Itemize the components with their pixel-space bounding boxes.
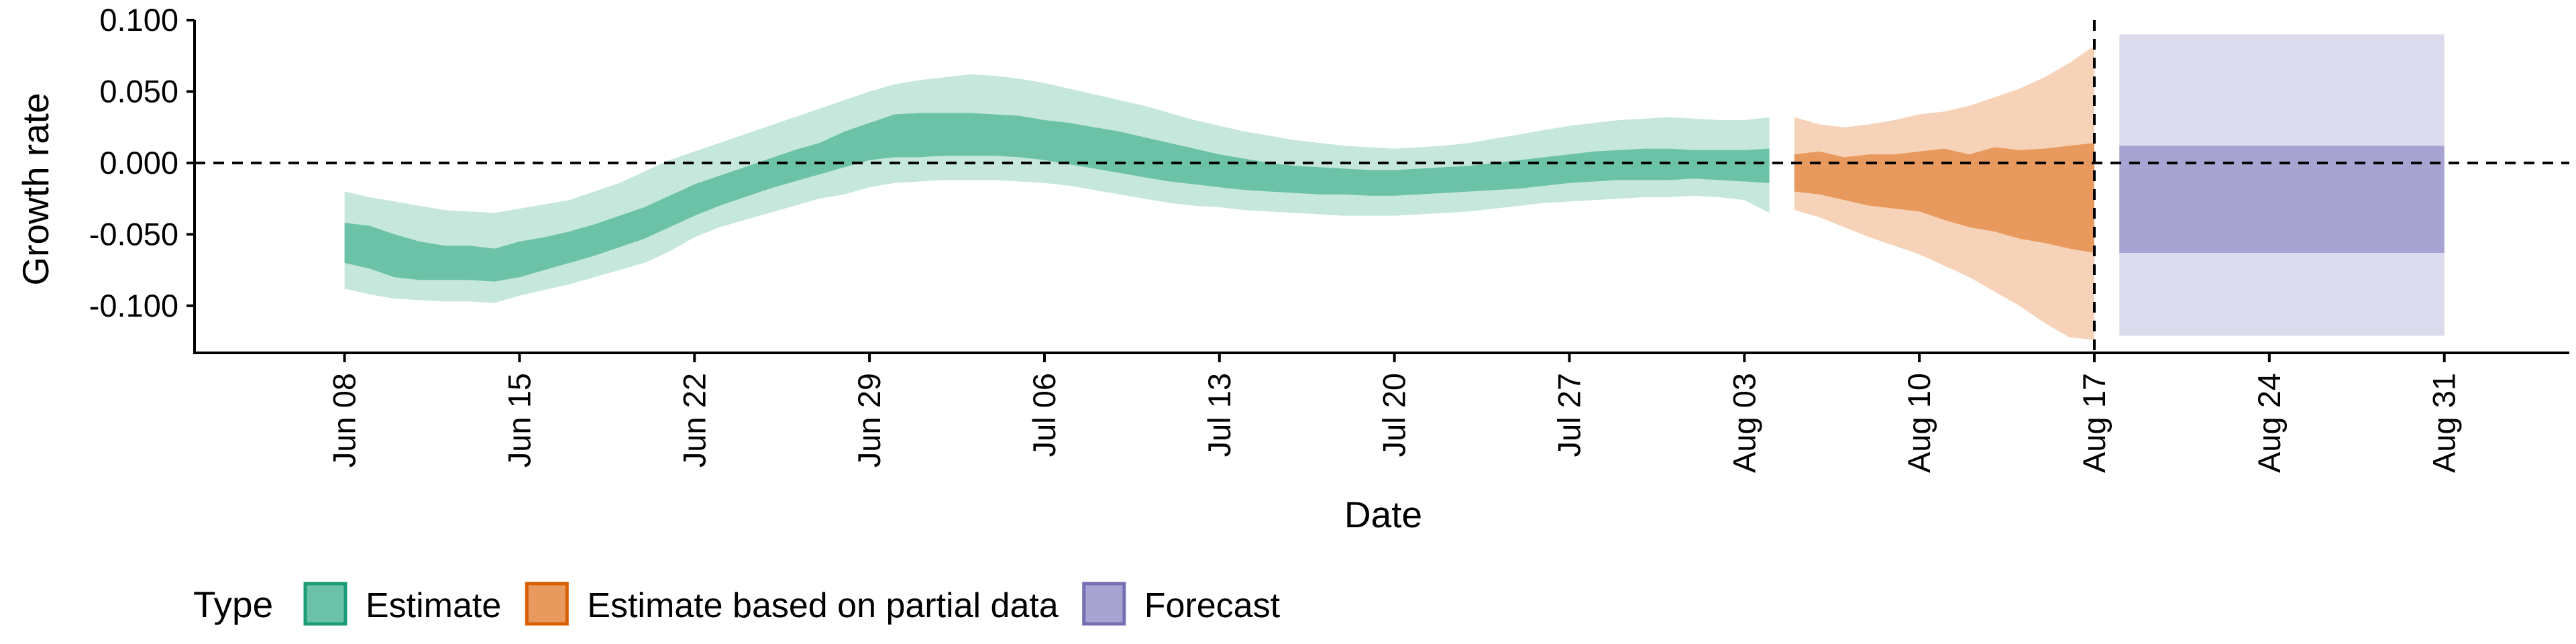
estimate-based-on-partial-data-inner-band	[1794, 143, 2094, 253]
estimate-outer-band	[344, 74, 1770, 303]
x-tick-label: Jul 20	[1377, 373, 1412, 457]
legend: Type Estimate Estimate based on partial d…	[193, 582, 1281, 626]
y-tick-label: 0.000	[99, 145, 178, 180]
legend-swatch-forecast	[1082, 582, 1126, 626]
x-ticks: Jun 08 Jun 15 Jun 22 Jun 29 Jul 06 Jul 13 Jul …	[327, 353, 2462, 473]
y-tick-label: -0.100	[89, 288, 178, 323]
x-tick-label: Aug 03	[1726, 373, 1762, 473]
estimate-inner-band	[344, 113, 1770, 282]
legend-label-forecast: Forecast	[1144, 586, 1281, 625]
y-ticks: 0.100 0.050 0.000 -0.050 -0.100	[89, 2, 195, 323]
y-tick-label: 0.100	[99, 2, 178, 38]
x-tick-label: Jul 06	[1026, 373, 1062, 457]
legend-label-estimate-based-on-partial-data: Estimate based on partial data	[587, 586, 1059, 625]
x-axis-title: Date	[1344, 494, 1422, 535]
y-tick-label: 0.050	[99, 73, 178, 109]
x-tick-label: Jun 15	[501, 373, 537, 468]
x-tick-label: Aug 17	[2076, 373, 2112, 473]
x-tick-label: Jun 08	[327, 373, 362, 468]
legend-swatch-estimate	[303, 582, 347, 626]
x-tick-label: Aug 31	[2426, 373, 2462, 473]
x-tick-label: Jul 13	[1201, 373, 1237, 457]
x-tick-label: Jun 22	[676, 373, 712, 468]
x-tick-label: Jul 27	[1552, 373, 1587, 457]
y-tick-label: -0.050	[89, 216, 178, 252]
y-axis-title: Growth rate	[15, 93, 56, 285]
legend-title: Type	[193, 584, 273, 625]
x-tick-label: Aug 24	[2251, 373, 2287, 473]
axes	[193, 20, 2569, 354]
x-tick-label: Jun 29	[851, 373, 887, 468]
reference-lines	[195, 20, 2569, 353]
legend-label-estimate: Estimate	[366, 586, 501, 625]
ribbon-layer	[344, 34, 2445, 340]
x-tick-label: Aug 10	[1901, 373, 1937, 473]
forecast-inner-band	[2119, 146, 2445, 253]
legend-swatch-estimate-based-on-partial-data	[525, 582, 569, 626]
